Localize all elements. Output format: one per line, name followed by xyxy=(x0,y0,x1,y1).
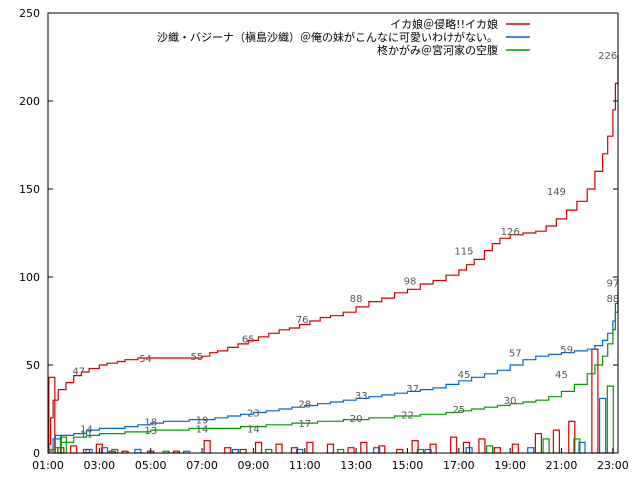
bar-series-1 xyxy=(493,447,501,454)
bar-series-3 xyxy=(486,445,494,454)
data-label-series-1: 47 xyxy=(72,366,85,377)
x-tick-label: 19:00 xyxy=(494,459,526,472)
bar-series-2 xyxy=(598,397,607,454)
bar-series-2 xyxy=(134,448,142,454)
data-label-series-2: 33 xyxy=(355,391,368,402)
bar-series-1 xyxy=(239,448,247,454)
data-labels: 47 54 55 65 76 88 98 115 126 149 226 14 18 19 23 28 33 37… xyxy=(72,51,619,440)
data-label-series-1: 54 xyxy=(139,354,152,365)
data-label-series-1: 55 xyxy=(191,352,204,363)
data-label-series-3: 88 xyxy=(606,294,619,305)
legend-label-3: 柊かがみ＠宮河家の空腹 xyxy=(377,43,498,57)
legend: イカ娘＠侵略!!イカ娘沙織・バジーナ（槇島沙織）＠俺の妹がこんなに可愛いわけがな… xyxy=(157,17,530,57)
data-label-series-1: 226 xyxy=(598,51,617,62)
legend-label-1: イカ娘＠侵略!!イカ娘 xyxy=(390,17,498,31)
data-label-series-3: 11 xyxy=(80,430,93,441)
data-label-series-2: 14 xyxy=(80,424,93,435)
data-label-series-1: 126 xyxy=(501,227,520,238)
bar-series-3 xyxy=(337,448,345,454)
bar-series-3 xyxy=(542,438,550,454)
bar-series-3 xyxy=(265,448,273,454)
y-tick-label: 100 xyxy=(19,271,40,284)
bar-series-3 xyxy=(606,385,614,454)
bar-series-1 xyxy=(450,436,458,454)
bar-series-1 xyxy=(360,441,368,454)
data-label-series-3: 14 xyxy=(196,424,209,435)
bar-series-1 xyxy=(396,448,404,454)
y-tick-label: 0 xyxy=(33,447,40,460)
bar-series-1 xyxy=(224,447,232,454)
data-label-series-2: 45 xyxy=(458,370,471,381)
x-tick-label: 03:00 xyxy=(83,459,115,472)
data-label-series-2: 28 xyxy=(298,400,311,411)
data-label-series-1: 88 xyxy=(350,294,363,305)
data-label-series-1: 76 xyxy=(296,315,309,326)
x-tick-label: 17:00 xyxy=(443,459,475,472)
data-label-series-3: 14 xyxy=(247,424,260,435)
x-tick-label: 05:00 xyxy=(135,459,167,472)
x-tick-label: 09:00 xyxy=(238,459,270,472)
data-label-series-3: 13 xyxy=(144,426,157,437)
x-tick-label: 01:00 xyxy=(32,459,64,472)
x-tick-label: 23:00 xyxy=(597,459,629,472)
data-label-series-2: 97 xyxy=(606,278,619,289)
data-label-series-1: 149 xyxy=(547,187,566,198)
bar-series-1 xyxy=(70,445,78,454)
data-label-series-3: 20 xyxy=(350,414,363,425)
bar-series-1 xyxy=(511,443,519,454)
data-label-series-2: 59 xyxy=(560,345,573,356)
bar-series-1 xyxy=(306,441,314,454)
y-tick-label: 200 xyxy=(19,95,40,108)
plot-frame xyxy=(47,12,619,454)
x-tick-label: 15:00 xyxy=(392,459,424,472)
data-label-series-3: 45 xyxy=(555,370,568,381)
x-tick-label: 21:00 xyxy=(546,459,578,472)
data-label-series-3: 30 xyxy=(504,396,517,407)
x-axis-ticks: 01:00 03:00 05:00 07:00 09:00 11:00 13:00 15:00… xyxy=(32,448,629,472)
bar-series-2 xyxy=(527,447,535,454)
data-label-series-3: 22 xyxy=(401,410,414,421)
bar-series-1 xyxy=(552,429,560,454)
line-series-1 xyxy=(48,55,619,445)
bar-series-1 xyxy=(347,447,355,454)
data-label-series-2: 57 xyxy=(509,349,522,360)
y-axis-ticks: 0 50 100 150 200 250 xyxy=(19,7,618,460)
data-label-series-2: 23 xyxy=(247,409,260,420)
x-tick-label: 11:00 xyxy=(289,459,321,472)
cumulative-lines xyxy=(48,55,619,452)
data-label-series-2: 37 xyxy=(406,384,419,395)
y-tick-label: 50 xyxy=(26,359,40,372)
line-series-3 xyxy=(48,298,619,452)
bar-series-1 xyxy=(275,443,283,454)
bar-series-1 xyxy=(478,438,486,454)
legend-label-2: 沙織・バジーナ（槇島沙織）＠俺の妹がこんなに可愛いわけがない。 xyxy=(157,30,498,44)
line-series-2 xyxy=(48,282,619,451)
data-label-series-1: 65 xyxy=(242,335,255,346)
bar-series-1 xyxy=(534,433,543,454)
bar-series-2 xyxy=(231,448,240,454)
bar-series-1 xyxy=(326,443,335,454)
bar-series-1 xyxy=(254,441,263,454)
data-label-series-2: 18 xyxy=(144,417,157,428)
data-label-series-3: 25 xyxy=(452,405,465,416)
x-tick-label: 13:00 xyxy=(340,459,372,472)
data-label-series-1: 98 xyxy=(404,277,417,288)
bar-series-1 xyxy=(203,440,211,454)
bar-series-1 xyxy=(48,376,56,454)
data-label-series-2: 19 xyxy=(196,416,209,427)
y-tick-label: 150 xyxy=(19,183,40,196)
hourly-bars xyxy=(48,348,614,454)
data-label-series-3: 17 xyxy=(298,419,311,430)
data-label-series-1: 115 xyxy=(454,247,473,258)
y-tick-label: 250 xyxy=(19,7,40,20)
x-tick-label: 07:00 xyxy=(186,459,218,472)
